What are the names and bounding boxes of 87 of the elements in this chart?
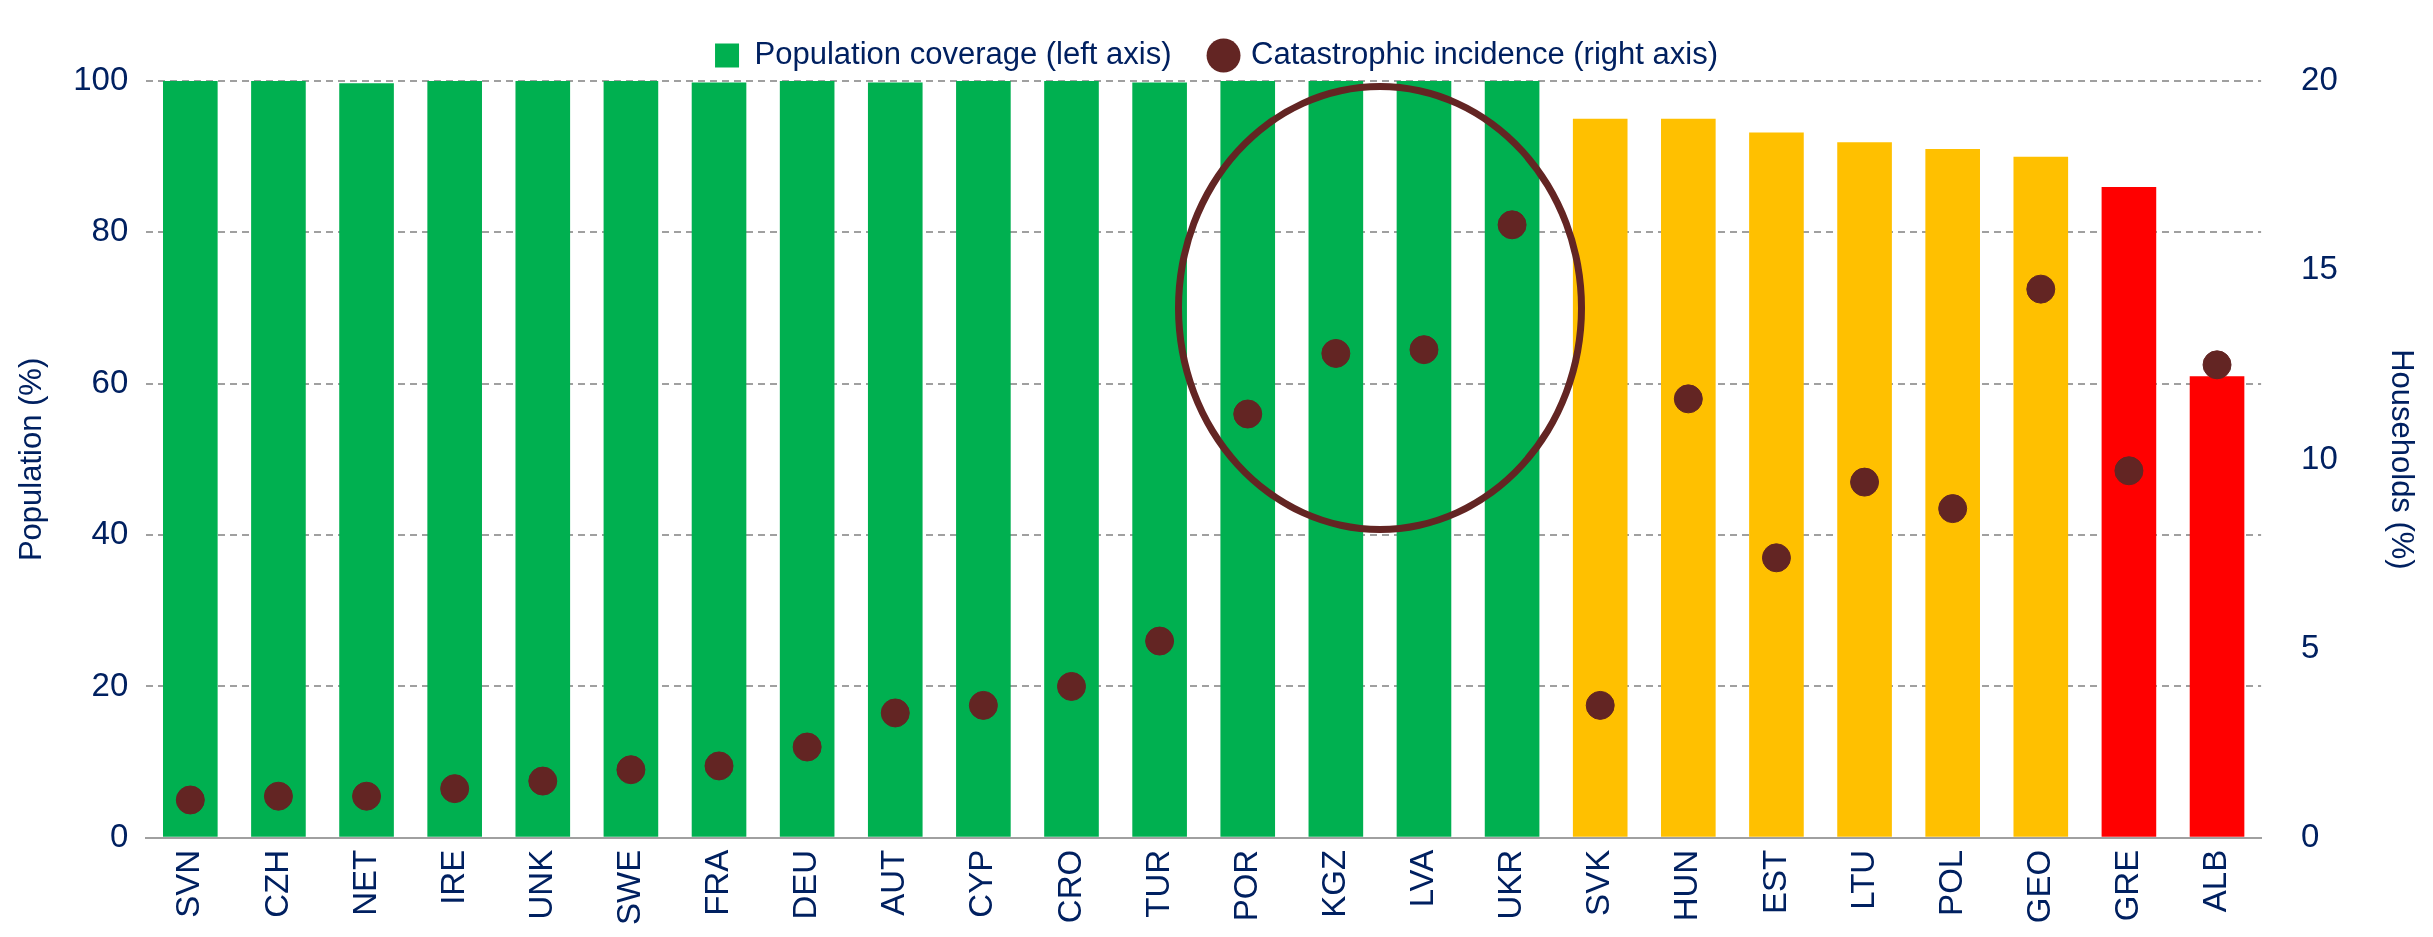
x-tick-label: POR (1226, 849, 1264, 922)
y2-tick-label: 0 (2301, 816, 2320, 854)
bar (163, 81, 218, 837)
bar (603, 81, 659, 837)
x-tick-label: UKR (1491, 849, 1529, 920)
point (792, 732, 822, 762)
point (528, 766, 558, 796)
bar (1661, 118, 1716, 837)
x-tick-label: HUN (1667, 849, 1705, 922)
point (1673, 384, 1703, 414)
y-tick-label: 80 (91, 211, 129, 249)
x-tick-label: EST (1755, 849, 1793, 915)
y2-axis-title: Households (%) (2384, 349, 2420, 570)
point (2114, 456, 2144, 486)
point (1145, 626, 1175, 656)
x-tick-label: LVA (1403, 849, 1441, 908)
bar (1484, 81, 1540, 837)
x-tick-label: CZH (257, 849, 295, 918)
bar (251, 81, 306, 837)
point (1761, 543, 1791, 573)
point (1938, 494, 1968, 524)
point (2202, 350, 2232, 380)
x-tick-label: SWE (610, 849, 647, 925)
x-tick-label: UNK (521, 849, 559, 920)
x-tick-label: KGZ (1314, 849, 1352, 918)
bar (1572, 118, 1628, 837)
x-tick-label: TUR (1138, 849, 1176, 918)
bar (691, 82, 747, 837)
point (1850, 467, 1880, 497)
x-tick-label: POL (1931, 849, 1969, 916)
bar (339, 83, 394, 837)
point (1321, 338, 1351, 368)
y-tick-label: 20 (91, 665, 129, 703)
point (263, 781, 293, 811)
bar (1220, 81, 1276, 837)
y-axis-title: Population (%) (13, 357, 49, 562)
point (880, 698, 910, 728)
point (440, 774, 470, 804)
bar (2013, 156, 2069, 837)
x-tick-label: IRE (433, 849, 471, 905)
point (1585, 690, 1615, 720)
x-tick-label: CRO (1050, 849, 1088, 924)
x-tick-label: SVK (1579, 849, 1617, 916)
x-tick-label: GEO (2019, 849, 2057, 924)
x-tick-label: DEU (786, 849, 824, 920)
y2-tick-label: 10 (2301, 438, 2338, 476)
point (616, 755, 646, 785)
bar (1925, 149, 1980, 837)
x-tick-label: AUT (874, 849, 912, 916)
point (1409, 335, 1439, 365)
point (352, 781, 382, 811)
bar (1749, 132, 1804, 837)
x-tick-label: NET (345, 849, 383, 916)
y2-tick-label: 5 (2301, 627, 2320, 665)
x-tick-label: FRA (698, 849, 736, 916)
x-tick-label: GRE (2108, 849, 2146, 922)
point (1497, 210, 1527, 240)
bar (2189, 376, 2245, 837)
y-tick-label: 0 (109, 816, 129, 854)
bar (427, 81, 482, 837)
bar (1132, 82, 1187, 837)
x-tick-label: LTU (1843, 849, 1881, 910)
bar (515, 81, 571, 837)
y-tick-label: 60 (91, 362, 129, 400)
bar (1396, 81, 1452, 837)
x-tick-label: CYP (962, 849, 1000, 918)
y-tick-label: 40 (91, 514, 129, 552)
y2-tick-label: 20 (2301, 60, 2338, 98)
legend-label: Population coverage (left axis) (754, 36, 1172, 72)
x-tick-label: ALB (2196, 849, 2234, 913)
point (1233, 399, 1263, 429)
x-tick-label: SVN (169, 849, 207, 918)
point (1057, 671, 1086, 701)
point (2026, 274, 2056, 304)
bar (956, 81, 1011, 837)
bar (2101, 186, 2157, 837)
y-tick-label: 100 (73, 60, 129, 98)
y2-tick-label: 15 (2301, 249, 2338, 287)
bar (1308, 81, 1364, 837)
point (968, 690, 998, 720)
bar (779, 81, 835, 837)
bar (867, 82, 923, 837)
bar (1837, 142, 1892, 837)
legend-label: Catastrophic incidence (right axis) (1251, 36, 1718, 72)
point (175, 785, 205, 815)
bar (1044, 81, 1099, 837)
point (704, 751, 734, 781)
